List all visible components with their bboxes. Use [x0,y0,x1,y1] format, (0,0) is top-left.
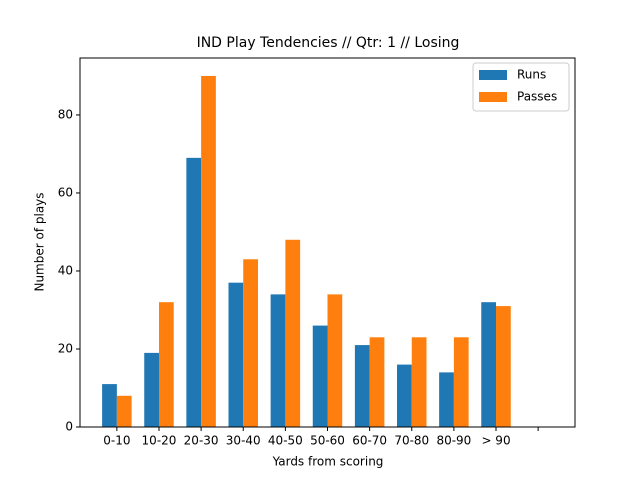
legend-label: Runs [517,68,546,82]
legend-swatch [479,92,507,102]
x-axis-label: Yards from scoring [272,455,384,469]
bar [453,337,469,427]
bar [481,302,497,427]
bar [116,395,132,427]
plot-frame [79,57,576,428]
bar [158,302,174,427]
bar [439,372,454,427]
x-tick-label: 50-60 [310,434,345,448]
chart-title: IND Play Tendencies // Qtr: 1 // Losing [197,35,460,51]
x-tick-label: > 90 [481,434,510,448]
legend-label: Passes [517,90,557,104]
bar [496,306,511,427]
bar [369,337,385,427]
bar [397,364,412,427]
y-tick-label: 60 [58,185,73,199]
bar [243,259,258,427]
x-tick-label: 40-50 [268,434,303,448]
y-axis-label: Number of plays [33,192,47,291]
x-tick-label: 0-10 [103,434,130,448]
bar [228,282,244,427]
y-tick-label: 80 [58,107,73,121]
legend-swatch [479,70,507,80]
bar [270,294,286,427]
bar [354,345,370,427]
x-tick-label: 10-20 [142,434,177,448]
y-tick-label: 40 [58,263,73,277]
y-tick-label: 0 [65,420,73,434]
bar [144,352,159,427]
x-tick-label: 70-80 [394,434,429,448]
bar [201,75,216,427]
y-tick-label: 20 [58,341,73,355]
bar [102,384,117,427]
x-tick-label: 80-90 [436,434,471,448]
x-tick-label: 30-40 [226,434,261,448]
bar [285,239,301,427]
bar [327,294,343,427]
bar [312,325,328,427]
x-tick-label: 20-30 [184,434,219,448]
bar [186,157,202,427]
bar [411,337,427,427]
x-tick-label: 60-70 [352,434,387,448]
